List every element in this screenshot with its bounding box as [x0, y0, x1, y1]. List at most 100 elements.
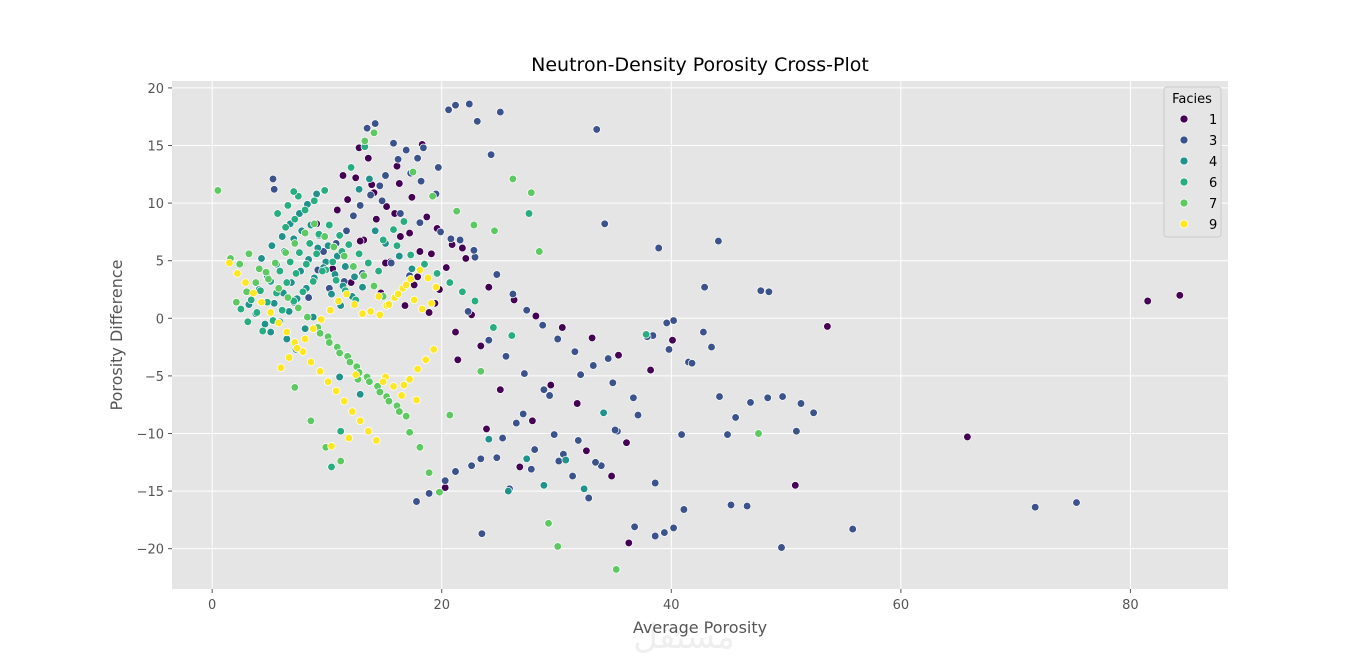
- data-point: [267, 241, 277, 250]
- data-point: [539, 481, 549, 490]
- data-point: [420, 260, 429, 269]
- data-point: [402, 280, 411, 290]
- data-point: [476, 341, 485, 351]
- legend-title: Facies: [1172, 92, 1212, 107]
- data-point: [290, 383, 299, 392]
- data-point: [469, 246, 479, 255]
- data-point: [343, 195, 352, 204]
- data-point: [364, 427, 373, 436]
- y-tick-labels: −20 −15 −10 −5 0 5 10 15 20: [137, 82, 172, 558]
- data-point: [275, 266, 285, 276]
- data-point: [587, 333, 597, 343]
- data-point: [796, 399, 806, 408]
- y-tick-label: −5: [145, 370, 164, 385]
- x-tick-label: 80: [1122, 598, 1139, 613]
- data-point: [614, 351, 623, 360]
- data-point: [476, 367, 485, 376]
- data-point: [778, 392, 787, 401]
- y-tick-label: 10: [147, 197, 164, 212]
- data-point: [441, 476, 450, 485]
- data-point: [435, 488, 444, 497]
- data-point: [515, 462, 524, 472]
- data-point: [371, 119, 380, 128]
- data-point: [484, 435, 493, 444]
- data-point: [452, 207, 461, 216]
- data-point: [646, 365, 655, 375]
- data-point: [366, 307, 375, 316]
- data-point: [501, 352, 511, 361]
- data-point: [247, 295, 256, 305]
- data-point: [465, 99, 474, 109]
- data-point: [270, 185, 279, 194]
- data-point: [715, 392, 724, 401]
- data-point: [482, 424, 491, 434]
- data-point: [469, 220, 479, 230]
- data-point: [553, 542, 562, 551]
- data-point: [421, 355, 430, 364]
- data-point: [1072, 498, 1081, 507]
- data-point: [550, 430, 559, 439]
- data-point: [320, 186, 329, 195]
- legend-entry-7: 7: [1179, 197, 1217, 212]
- data-point: [402, 412, 411, 421]
- data-point: [349, 211, 358, 220]
- legend-entry-3: 3: [1179, 134, 1217, 149]
- data-point: [342, 226, 351, 235]
- data-point: [442, 263, 451, 272]
- data-point: [413, 154, 422, 163]
- data-point: [599, 408, 608, 417]
- data-point: [622, 438, 631, 447]
- data-point: [754, 429, 763, 438]
- data-point: [291, 269, 301, 278]
- data-point: [714, 236, 723, 246]
- data-point: [274, 284, 283, 293]
- data-point: [476, 454, 485, 463]
- data-point: [427, 299, 436, 308]
- data-point: [309, 277, 318, 286]
- data-point: [335, 348, 344, 358]
- series-facies-9: [225, 258, 441, 451]
- data-point: [396, 232, 405, 241]
- data-point: [356, 236, 365, 246]
- series-facies-7: [213, 128, 763, 574]
- data-point: [236, 304, 246, 314]
- data-point: [232, 298, 241, 307]
- data-point: [576, 370, 585, 379]
- data-point: [244, 249, 254, 258]
- data-point: [286, 257, 295, 267]
- data-point: [641, 330, 651, 339]
- data-point: [707, 342, 716, 352]
- data-point: [600, 219, 609, 228]
- data-point: [327, 462, 336, 472]
- data-point: [374, 266, 383, 276]
- data-point: [436, 227, 445, 237]
- data-point: [387, 258, 396, 268]
- data-point: [451, 327, 460, 337]
- data-point: [354, 185, 364, 194]
- data-point: [522, 306, 531, 315]
- data-point: [268, 174, 278, 184]
- data-point: [345, 357, 355, 367]
- data-point: [538, 321, 547, 330]
- data-point: [458, 243, 467, 253]
- data-point: [325, 338, 334, 347]
- series-facies-1: [312, 140, 1184, 548]
- data-point: [570, 347, 580, 356]
- data-point: [306, 416, 316, 425]
- data-point: [365, 377, 374, 386]
- data-point: [451, 467, 460, 476]
- data-point: [400, 301, 410, 310]
- x-tick-label: 60: [893, 598, 910, 613]
- data-point: [312, 189, 321, 199]
- data-point: [489, 323, 498, 332]
- data-point: [392, 241, 402, 250]
- data-point: [413, 272, 422, 281]
- data-point: [589, 361, 598, 370]
- data-point: [791, 481, 800, 490]
- data-point: [624, 538, 633, 548]
- data-point: [278, 306, 287, 315]
- data-point: [630, 522, 639, 531]
- data-point: [651, 478, 660, 488]
- data-point: [282, 334, 291, 344]
- data-point: [445, 278, 454, 287]
